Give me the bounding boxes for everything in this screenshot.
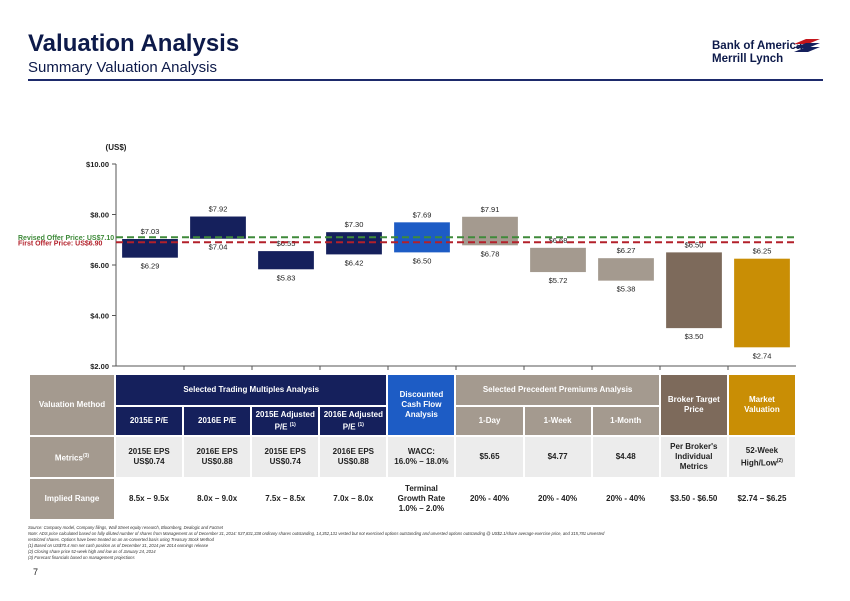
bar-low-label: $5.83 [277, 273, 296, 282]
sub-2015e-pe: 2015E P/E [116, 407, 183, 435]
bar-high-label: $7.69 [413, 210, 432, 219]
bar-low-label: $6.78 [481, 249, 500, 258]
reference-line-label: Revised Offer Price: US$7.10 [18, 235, 114, 242]
range-bar [530, 247, 586, 273]
bar-high-label: $6.55 [277, 239, 296, 248]
implied-cell-8: $3.50 - $6.50 [660, 479, 727, 519]
valuation-table: Valuation Method Selected Trading Multip… [28, 373, 797, 521]
metrics-cell-9: 52-Week High/Low(2) [728, 437, 795, 477]
metrics-cell-3: 2016E EPS US$0.88 [320, 437, 387, 477]
bar-low-label: $3.50 [685, 332, 704, 341]
range-bar [326, 232, 382, 255]
implied-cell-1: 8.0x – 9.0x [184, 479, 251, 519]
metrics-cell-0: 2015E EPS US$0.74 [116, 437, 183, 477]
sub-2016e-pe: 2016E P/E [184, 407, 251, 435]
bar-high-label: $6.25 [753, 247, 772, 256]
metrics-cell-1: 2016E EPS US$0.88 [184, 437, 251, 477]
bar-high-label: $6.68 [549, 236, 568, 245]
metrics-cell-8: Per Broker's Individual Metrics [660, 437, 727, 477]
y-tick-label: $2.00 [90, 362, 109, 371]
group-precedent-premiums: Selected Precedent Premiums Analysis [456, 375, 659, 405]
bar-high-label: $7.03 [141, 227, 160, 236]
group-trading-multiples: Selected Trading Multiples Analysis [116, 375, 387, 405]
implied-cell-3: 7.0x – 8.0x [320, 479, 387, 519]
valuation-chart: (US$) $2.00 $4.00 $6.00 $8.00 $10.00 $7.03 $6.… [18, 143, 796, 371]
reference-line-label: First Offer Price: US$6.90 [18, 240, 103, 247]
bank-logo: Bank of America Merrill Lynch [712, 40, 802, 66]
bar-high-label: $7.30 [345, 220, 364, 229]
y-tick-label: $8.00 [90, 211, 109, 220]
page-title: Valuation Analysis [28, 30, 240, 57]
implied-cell-2: 7.5x – 8.5x [252, 479, 319, 519]
title-rule [28, 79, 823, 81]
bar-low-label: $6.50 [413, 256, 432, 265]
metrics-cell-7: $4.48 [592, 437, 659, 477]
bar-high-label: $6.27 [617, 246, 636, 255]
row-label-metrics: Metrics(3) [30, 437, 114, 477]
group-broker-target: Broker Target Price [660, 375, 727, 435]
implied-cell-9: $2.74 – $6.25 [728, 479, 795, 519]
implied-cell-7: 20% - 40% [592, 479, 659, 519]
metrics-cell-6: $4.77 [524, 437, 591, 477]
row-label-method: Valuation Method [30, 375, 114, 435]
row-label-implied: Implied Range [30, 479, 114, 519]
footnote-line: (3) Forecast financials based on managem… [28, 555, 135, 560]
y-tick-label: $10.00 [86, 160, 109, 169]
implied-cell-5: 20% - 40% [456, 479, 523, 519]
range-bar [734, 258, 790, 348]
bar-low-label: $5.38 [617, 285, 636, 294]
sub-1-month: 1-Month [592, 407, 659, 435]
bar-low-label: $6.42 [345, 258, 364, 267]
range-bar [122, 238, 178, 258]
metrics-cell-4: WACC: 16.0% – 18.0% [388, 437, 455, 477]
footnote-line: (2) Closing share price 52-week high and… [28, 549, 156, 554]
group-market-valuation: Market Valuation [728, 375, 795, 435]
page-number: 7 [33, 567, 39, 577]
implied-cell-4: Terminal Growth Rate 1.0% – 2.0% [388, 479, 455, 519]
range-bar [598, 258, 654, 281]
footnotes: Source: Company model, Company filings, … [28, 525, 818, 561]
range-bar [462, 216, 518, 246]
bar-low-label: $6.29 [141, 262, 160, 271]
metrics-cell-2: 2015E EPS US$0.74 [252, 437, 319, 477]
sub-1-week: 1-Week [524, 407, 591, 435]
bar-high-label: $7.92 [209, 205, 228, 214]
sub-2015e-adj-pe: 2015E Adjusted P/E (1) [252, 407, 319, 435]
page-subtitle: Summary Valuation Analysis [28, 59, 217, 76]
footnote-line: Source: Company model, Company filings, … [28, 525, 223, 530]
unit-label: (US$) [106, 143, 127, 152]
y-tick-label: $4.00 [90, 312, 109, 321]
group-dcf: Discounted Cash Flow Analysis [388, 375, 455, 435]
bar-low-label: $5.72 [549, 276, 568, 285]
sub-2016e-adj-pe: 2016E Adjusted P/E (1) [320, 407, 387, 435]
footnote-line: (1) Based on US$70.4 mm net cash positio… [28, 543, 209, 548]
implied-cell-0: 8.5x – 9.5x [116, 479, 183, 519]
flag-icon [794, 39, 820, 52]
range-bar [258, 251, 314, 270]
footnote-line: Note: ADS price calculated based on full… [28, 531, 605, 536]
logo-line1: Bank of America [712, 40, 803, 52]
bar-high-label: $6.50 [685, 240, 704, 249]
sub-1-day: 1-Day [456, 407, 523, 435]
y-tick-label: $6.00 [90, 261, 109, 270]
logo-line2: Merrill Lynch [712, 53, 784, 65]
implied-cell-6: 20% - 40% [524, 479, 591, 519]
metrics-cell-5: $5.65 [456, 437, 523, 477]
range-bar [666, 252, 722, 329]
footnote-line: restricted shares. Options have been tre… [28, 537, 214, 542]
bar-low-label: $2.74 [753, 351, 772, 360]
bar-high-label: $7.91 [481, 205, 500, 214]
bar-low-label: $7.04 [209, 243, 228, 252]
range-bar [190, 216, 246, 239]
